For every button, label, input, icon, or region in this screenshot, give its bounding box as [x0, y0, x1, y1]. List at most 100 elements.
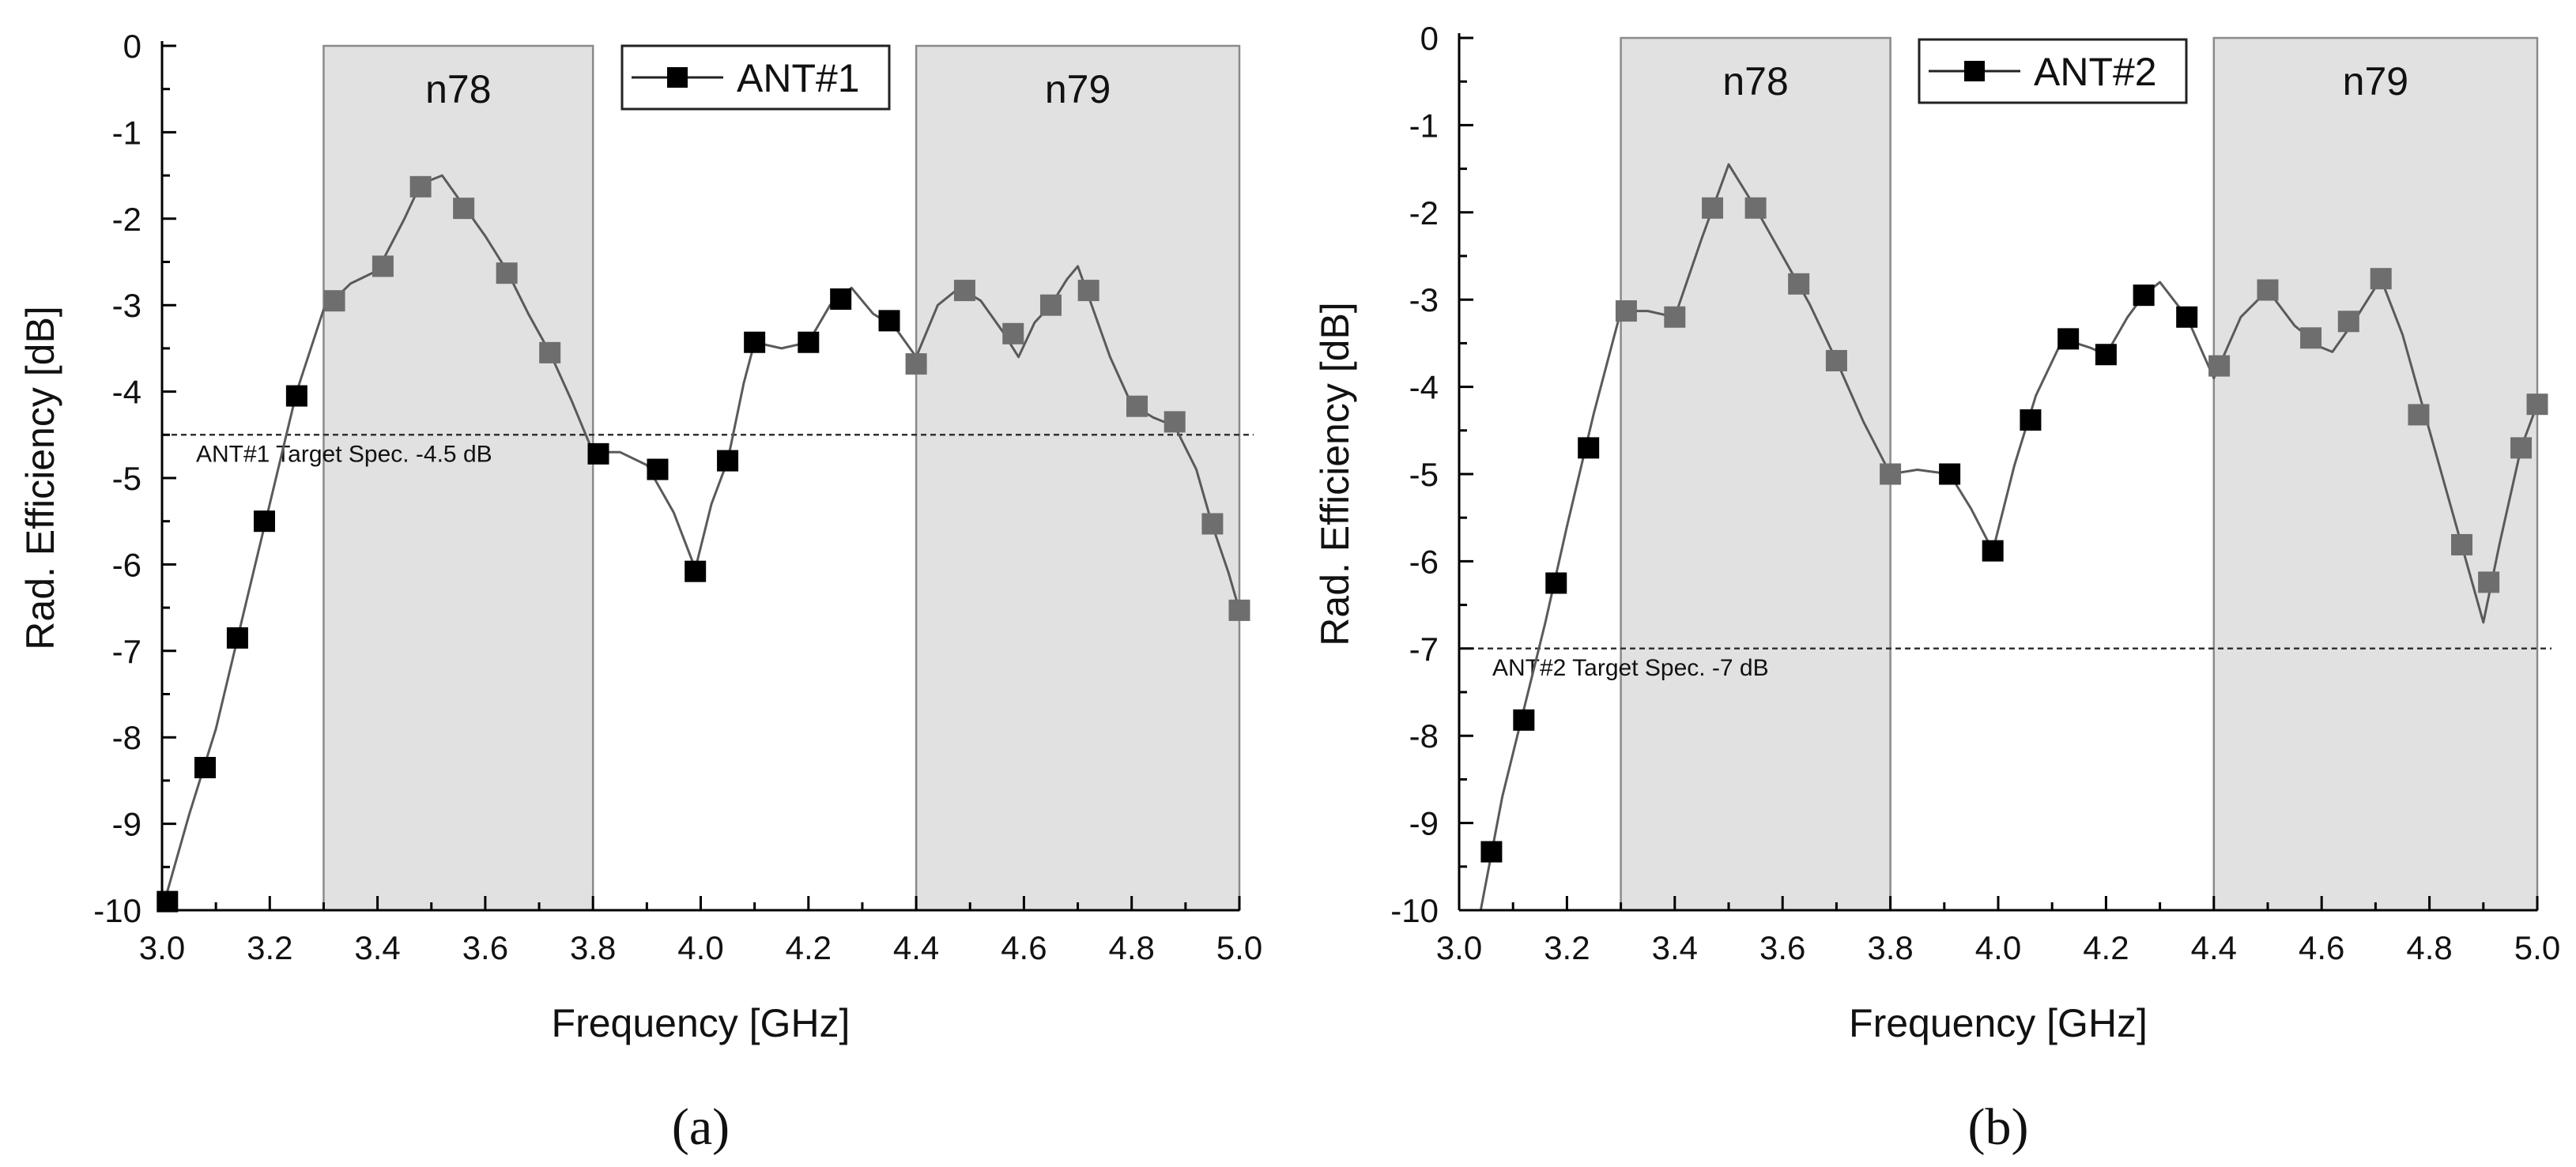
- data-marker: [878, 310, 900, 332]
- x-tick-label: 4.6: [2299, 929, 2344, 966]
- data-marker: [1039, 294, 1062, 316]
- y-tick-label: 0: [1420, 20, 1439, 57]
- band-n78: [1620, 36, 1891, 912]
- x-tick-label: 3.2: [247, 929, 292, 966]
- data-marker: [157, 890, 179, 913]
- data-marker: [2176, 306, 2198, 328]
- data-marker: [2408, 404, 2430, 426]
- data-marker: [744, 331, 766, 353]
- y-tick-label: -2: [112, 201, 141, 238]
- panel-label: (a): [672, 1098, 730, 1156]
- legend-marker: [1964, 61, 1985, 81]
- y-tick-label: -10: [1390, 892, 1439, 929]
- band-label-n78: n78: [425, 67, 491, 111]
- data-marker: [1880, 463, 1902, 485]
- data-marker: [798, 331, 820, 353]
- y-tick-label: -10: [93, 892, 141, 929]
- data-marker: [496, 262, 518, 284]
- data-marker: [717, 450, 739, 472]
- data-marker: [2095, 344, 2117, 366]
- data-marker: [539, 341, 561, 363]
- band-n79: [2212, 36, 2539, 912]
- series-curve-ANT#2: [1479, 163, 2539, 911]
- y-tick-label: -3: [1409, 281, 1439, 318]
- data-marker: [1982, 540, 2004, 562]
- x-tick-label: 4.0: [1975, 929, 2021, 966]
- data-marker: [2370, 268, 2392, 290]
- data-marker: [1228, 599, 1250, 621]
- data-marker: [953, 280, 975, 302]
- y-axis-title: Rad. Efficiency [dB]: [1313, 302, 1357, 646]
- data-marker: [1513, 709, 1535, 731]
- y-tick-label: -1: [112, 114, 141, 151]
- y-tick-label: 0: [123, 28, 141, 65]
- data-marker: [587, 442, 609, 465]
- y-axis-title: Rad. Efficiency [dB]: [18, 306, 62, 649]
- data-marker: [1126, 395, 1148, 417]
- data-marker: [2133, 284, 2155, 307]
- x-tick-label: 4.8: [2406, 929, 2452, 966]
- data-marker: [1744, 197, 1767, 219]
- data-marker: [2510, 437, 2533, 459]
- y-tick-label: -9: [112, 806, 141, 843]
- data-marker: [253, 510, 275, 533]
- y-tick-label: -5: [1409, 456, 1439, 493]
- y-tick-label: -6: [112, 546, 141, 583]
- data-marker: [1164, 411, 1186, 433]
- x-tick-label: 3.8: [570, 929, 616, 966]
- data-marker: [1825, 349, 1847, 371]
- x-tick-label: 3.6: [1759, 929, 1805, 966]
- data-marker: [453, 198, 475, 220]
- spec-line-label: ANT#2 Target Spec. -7 dB: [1492, 655, 1769, 681]
- x-tick-label: 4.8: [1109, 929, 1155, 966]
- y-tick-label: -7: [112, 633, 141, 670]
- data-marker: [685, 560, 707, 582]
- data-marker: [1664, 306, 1686, 328]
- panel-label: (b): [1968, 1098, 2029, 1156]
- data-marker: [2300, 327, 2322, 349]
- band-label-n78: n78: [1722, 59, 1788, 104]
- data-marker: [2057, 328, 2080, 350]
- legend-label: ANT#2: [2034, 50, 2157, 94]
- x-tick-label: 3.2: [1544, 929, 1590, 966]
- x-tick-label: 3.4: [1652, 929, 1698, 966]
- y-tick-label: -4: [1409, 369, 1439, 406]
- x-tick-label: 3.6: [462, 929, 508, 966]
- x-tick-label: 5.0: [2514, 929, 2560, 966]
- data-marker: [2526, 393, 2548, 416]
- y-tick-label: -5: [112, 460, 141, 497]
- data-marker: [2020, 409, 2042, 431]
- data-marker: [372, 255, 394, 277]
- data-marker: [647, 458, 669, 480]
- data-marker: [2337, 311, 2359, 333]
- y-tick-label: -3: [112, 287, 141, 324]
- data-marker: [1077, 280, 1099, 302]
- data-marker: [1545, 572, 1567, 594]
- x-tick-label: 4.4: [2191, 929, 2237, 966]
- x-axis-title: Frequency [GHz]: [1849, 1001, 2148, 1045]
- x-tick-label: 3.0: [1436, 929, 1482, 966]
- y-tick-label: -9: [1409, 805, 1439, 842]
- legend-label: ANT#1: [737, 56, 860, 100]
- x-axis-title: Frequency [GHz]: [552, 1001, 850, 1045]
- band-n78: [322, 44, 594, 912]
- x-tick-label: 4.6: [1001, 929, 1047, 966]
- data-marker: [1002, 322, 1024, 344]
- y-tick-label: -1: [1409, 107, 1439, 144]
- x-tick-label: 4.2: [786, 929, 832, 966]
- data-marker: [905, 353, 927, 375]
- data-marker: [226, 627, 248, 649]
- x-tick-label: 3.8: [1867, 929, 1913, 966]
- data-marker: [830, 288, 852, 311]
- data-marker: [1615, 300, 1637, 322]
- data-marker: [1939, 463, 1961, 485]
- data-marker: [323, 290, 345, 312]
- x-tick-label: 3.4: [354, 929, 400, 966]
- data-marker: [1702, 197, 1724, 219]
- band-n79: [915, 44, 1241, 912]
- band-label-n79: n79: [1045, 67, 1111, 111]
- data-marker: [1480, 841, 1503, 863]
- y-tick-label: -4: [112, 374, 141, 411]
- data-marker: [1201, 513, 1224, 535]
